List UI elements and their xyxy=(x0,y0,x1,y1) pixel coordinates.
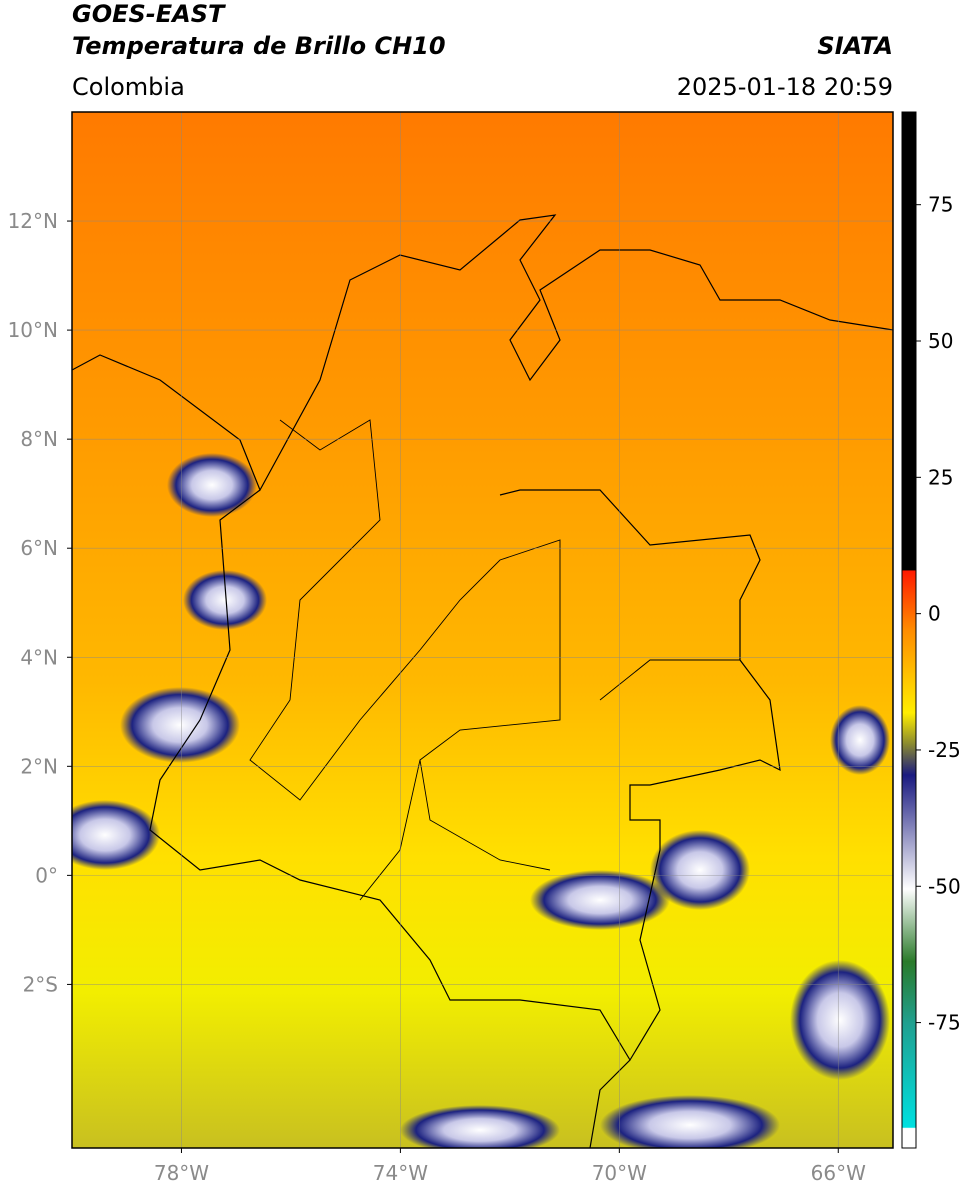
y-tick-label: 10°N xyxy=(8,318,58,342)
source: SIATA xyxy=(817,32,893,60)
colorbar-label: -25 xyxy=(928,738,961,762)
region: Colombia xyxy=(72,73,185,101)
title: Temperatura de Brillo CH10 xyxy=(72,32,446,60)
title: GOES-EAST xyxy=(72,0,226,28)
y-tick-label: 6°N xyxy=(20,536,58,560)
x-tick-label: 74°W xyxy=(373,1161,428,1185)
x-tick-label: 78°W xyxy=(154,1161,209,1185)
colorbar xyxy=(901,111,917,1149)
y-tick-label: 12°N xyxy=(8,209,58,233)
y-tick-label: 4°N xyxy=(20,645,58,669)
y-tick-label: 0° xyxy=(35,863,58,887)
y-tick-label: 2°N xyxy=(20,754,58,778)
x-tick-label: 70°W xyxy=(592,1161,647,1185)
colorbar-label: 50 xyxy=(928,329,953,353)
colorbar-label: -75 xyxy=(928,1011,961,1035)
datetime: 2025-01-18 20:59 xyxy=(677,73,893,101)
colorbar-label: 0 xyxy=(928,602,941,626)
y-tick-label: 8°N xyxy=(20,427,58,451)
y-tick-label: 2°S xyxy=(23,972,58,996)
map-frame xyxy=(71,111,894,1149)
colorbar-label: 75 xyxy=(928,193,953,217)
x-tick-label: 66°W xyxy=(811,1161,866,1185)
colorbar-label: -50 xyxy=(928,874,961,898)
colorbar-label: 25 xyxy=(928,465,953,489)
map-image xyxy=(72,112,893,1148)
